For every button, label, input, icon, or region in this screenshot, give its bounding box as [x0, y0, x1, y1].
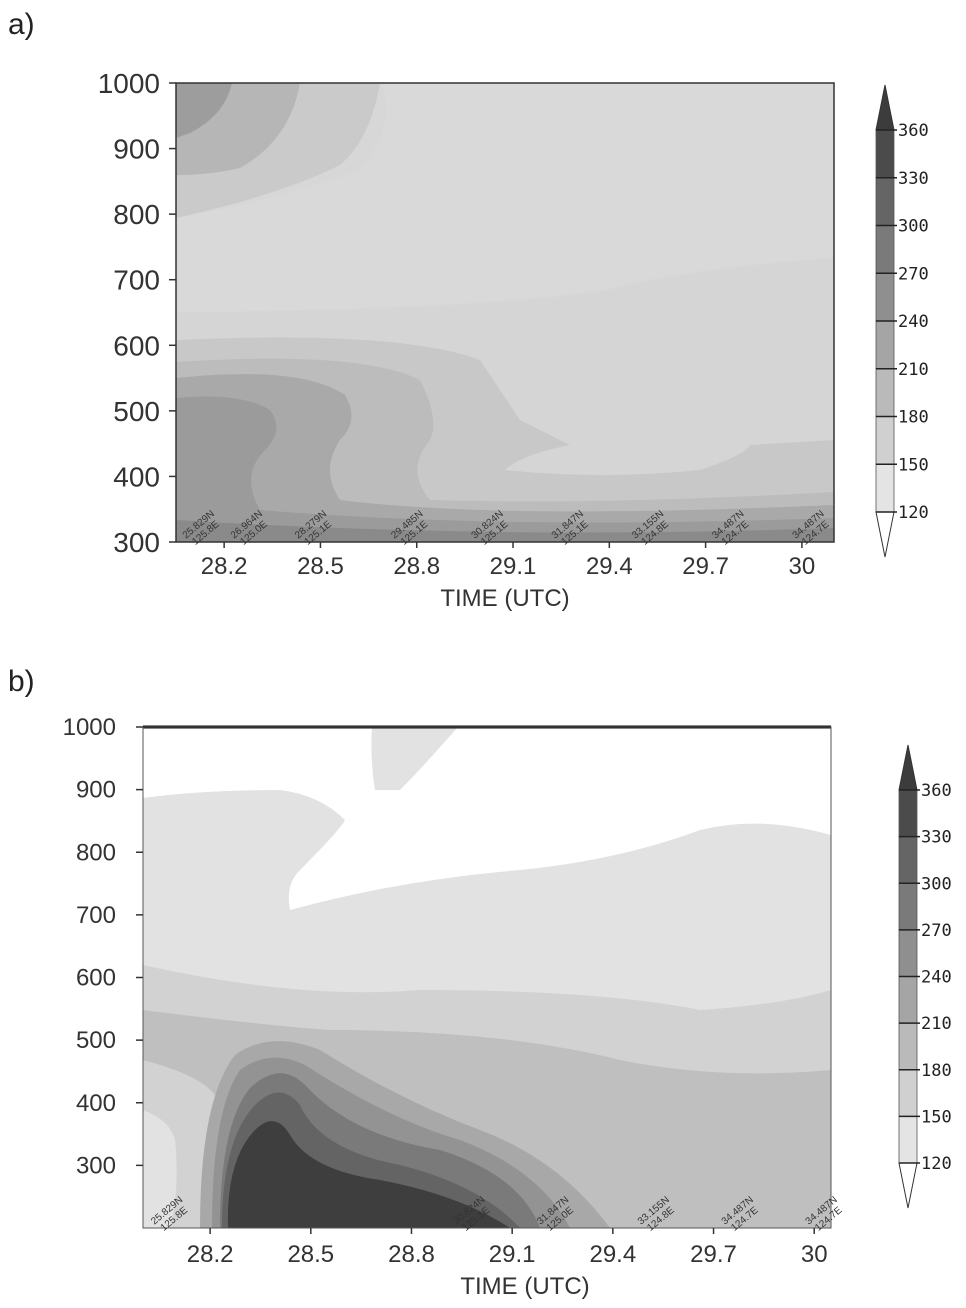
- x-tick-label: 28.5: [287, 1241, 334, 1268]
- colorbar-label: 120: [921, 1154, 952, 1174]
- colorbar-over-arrow: [898, 744, 918, 791]
- colorbar-label: 360: [921, 781, 952, 801]
- colorbar-band: [898, 882, 918, 931]
- y-tick-label: 300: [76, 1152, 116, 1179]
- x-tick-label: 28.8: [388, 1241, 435, 1268]
- x-tick-label: 29.1: [489, 1241, 536, 1268]
- colorbar-band: [898, 929, 918, 977]
- y-tick-label: 1000: [63, 714, 116, 741]
- y-tick-label: 400: [113, 461, 160, 492]
- x-tick-label: 29.7: [690, 1241, 737, 1268]
- panel-a-x-axis: 28.2 28.5 28.8 29.1 29.4 29.7 30: [201, 542, 815, 580]
- y-tick-label: 600: [76, 965, 116, 992]
- y-tick-label: 300: [113, 527, 160, 558]
- x-tick-label: 29.4: [586, 553, 633, 580]
- x-tick-label: 30: [801, 1241, 828, 1268]
- colorbar-label: 360: [898, 121, 929, 141]
- panel-a-y-axis: 300 400 500 600 700 800 900 1000: [98, 68, 176, 558]
- panel-b-x-axis: 28.2 28.5 28.8 29.1 29.4 29.7 30: [187, 1228, 828, 1268]
- colorbar-label: 150: [921, 1107, 952, 1127]
- colorbar-band: [875, 320, 895, 370]
- colorbar-under-arrow: [875, 511, 895, 558]
- colorbar-band: [898, 836, 918, 884]
- panel-a-chart: 300 400 500 600 700 800 900 1000 28.2 28.5 28.8 29…: [98, 68, 835, 612]
- x-tick-label: 28.5: [297, 553, 344, 580]
- colorbar-label: 210: [898, 360, 929, 380]
- y-tick-label: 700: [113, 265, 160, 296]
- colorbar-label: 180: [898, 408, 929, 428]
- colorbar-label: 270: [921, 921, 952, 941]
- y-tick-label: 800: [76, 839, 116, 866]
- y-tick-label: 700: [76, 902, 116, 929]
- colorbar-label: 210: [921, 1014, 952, 1034]
- panel-a-xlabel: TIME (UTC): [440, 585, 569, 612]
- colorbar-label: 330: [921, 828, 952, 848]
- x-tick-label: 30: [789, 553, 816, 580]
- colorbar-band: [875, 177, 895, 226]
- colorbar-over-arrow: [875, 84, 895, 131]
- colorbar-label: 300: [898, 217, 929, 237]
- colorbar-band: [875, 225, 895, 274]
- panel-b-chart: 300 400 500 600 700 800 900 1000 28.2 28.5 28.8 29…: [63, 714, 845, 1300]
- panel-b-colorbar: 120 150 180 210 240 270 300 330 360: [898, 744, 952, 1209]
- colorbar-band: [875, 272, 895, 322]
- colorbar-band: [898, 976, 918, 1024]
- y-tick-label: 500: [76, 1027, 116, 1054]
- colorbar-label: 120: [898, 503, 929, 523]
- colorbar-label: 270: [898, 264, 929, 284]
- colorbar-band: [875, 129, 895, 179]
- y-tick-label: 1000: [98, 68, 160, 99]
- colorbar-band: [875, 416, 895, 465]
- y-tick-label: 400: [76, 1090, 116, 1117]
- colorbar-band: [898, 1069, 918, 1117]
- colorbar-label: 330: [898, 169, 929, 189]
- colorbar-label: 240: [921, 968, 952, 988]
- x-tick-label: 28.2: [201, 553, 248, 580]
- panel-a-label: a): [8, 8, 35, 41]
- panel-b-label: b): [8, 665, 35, 698]
- x-tick-label: 29.7: [682, 553, 729, 580]
- y-tick-label: 600: [113, 330, 160, 361]
- colorbar-band: [898, 789, 918, 838]
- colorbar-band: [875, 463, 895, 513]
- panel-b-y-axis: 300 400 500 600 700 800 900 1000: [63, 714, 143, 1179]
- colorbar-label: 240: [898, 312, 929, 332]
- y-tick-label: 500: [113, 396, 160, 427]
- panel-b-contours: [143, 727, 831, 1228]
- y-tick-label: 900: [113, 134, 160, 165]
- x-tick-label: 29.4: [589, 1241, 636, 1268]
- colorbar-label: 300: [921, 874, 952, 894]
- colorbar-under-arrow: [898, 1162, 918, 1209]
- y-tick-label: 800: [113, 199, 160, 230]
- colorbar-band: [875, 368, 895, 417]
- x-tick-label: 28.8: [393, 553, 440, 580]
- colorbar-label: 150: [898, 455, 929, 475]
- colorbar-label: 180: [921, 1061, 952, 1081]
- x-tick-label: 28.2: [187, 1241, 234, 1268]
- colorbar-band: [898, 1115, 918, 1164]
- panel-a-contours: [176, 83, 834, 542]
- y-tick-label: 900: [76, 777, 116, 804]
- colorbar-band: [898, 1022, 918, 1071]
- panel-b-xlabel: TIME (UTC): [460, 1273, 589, 1300]
- panel-a-colorbar: 120 150 180 210 240 270 300 330 360: [875, 84, 929, 558]
- x-tick-label: 29.1: [490, 553, 537, 580]
